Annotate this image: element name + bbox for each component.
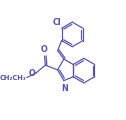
Text: CH₂CH₃: CH₂CH₃ <box>0 75 26 81</box>
Text: O: O <box>40 45 47 54</box>
Text: N: N <box>61 84 68 93</box>
Text: Cl: Cl <box>52 18 61 27</box>
Text: O: O <box>29 69 35 78</box>
